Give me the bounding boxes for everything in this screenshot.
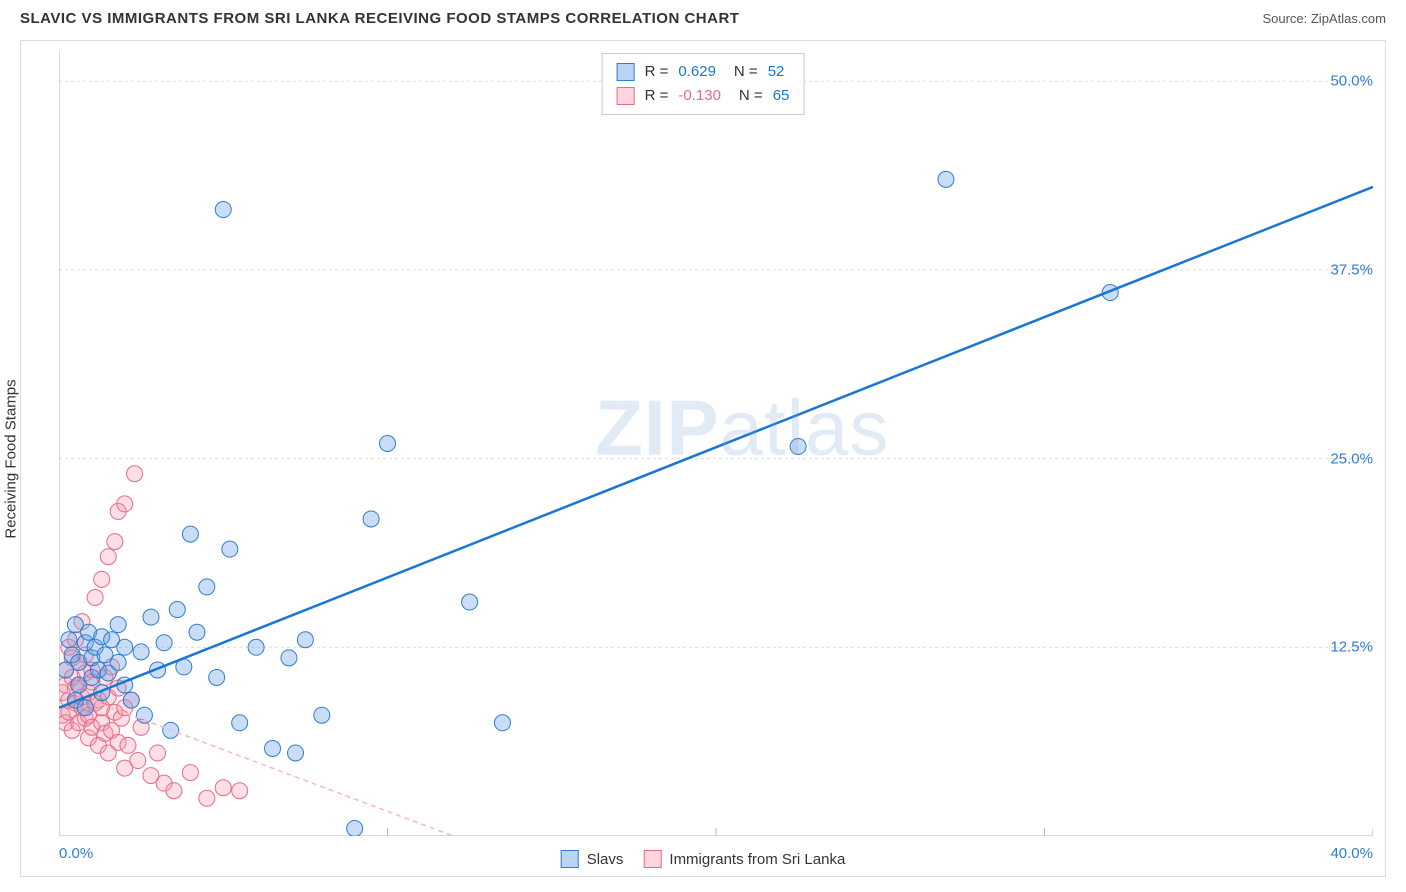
source-link[interactable]: ZipAtlas.com [1311,11,1386,26]
legend-item-pink: Immigrants from Sri Lanka [643,850,845,868]
n-label: N = [739,84,763,108]
chart-svg [59,51,1373,836]
r-value-blue: 0.629 [678,60,716,84]
correlation-legend: R = 0.629 N = 52 R = -0.130 N = 65 [602,53,805,115]
legend-row-pink: R = -0.130 N = 65 [617,84,790,108]
source-label: Source: [1262,11,1310,26]
chart-title: SLAVIC VS IMMIGRANTS FROM SRI LANKA RECE… [20,10,739,27]
legend-item-blue: Slavs [561,850,624,868]
swatch-pink-icon [617,87,635,105]
plot-area: ZIPatlas 0.0% 40.0% 12.5%25.0%37.5%50.0% [59,51,1373,836]
legend-label: Immigrants from Sri Lanka [669,851,845,868]
y-tick-label: 12.5% [1330,639,1373,656]
y-tick-label: 37.5% [1330,261,1373,278]
r-value-pink: -0.130 [678,84,721,108]
source-citation: Source: ZipAtlas.com [1262,11,1386,26]
legend-row-blue: R = 0.629 N = 52 [617,60,790,84]
series-legend: Slavs Immigrants from Sri Lanka [561,850,846,868]
x-axis-max-label: 40.0% [1330,845,1373,862]
swatch-pink-icon [643,850,661,868]
x-axis-origin-label: 0.0% [59,845,93,862]
chart-container: Receiving Food Stamps ZIPatlas 0.0% 40.0… [20,40,1386,877]
n-value-blue: 52 [768,60,785,84]
y-axis-label: Receiving Food Stamps [3,379,20,538]
swatch-blue-icon [617,63,635,81]
y-tick-label: 50.0% [1330,73,1373,90]
y-tick-label: 25.0% [1330,450,1373,467]
r-label: R = [645,60,669,84]
n-value-pink: 65 [773,84,790,108]
n-label: N = [734,60,758,84]
chart-header: SLAVIC VS IMMIGRANTS FROM SRI LANKA RECE… [0,0,1406,33]
swatch-blue-icon [561,850,579,868]
legend-label: Slavs [587,851,624,868]
r-label: R = [645,84,669,108]
